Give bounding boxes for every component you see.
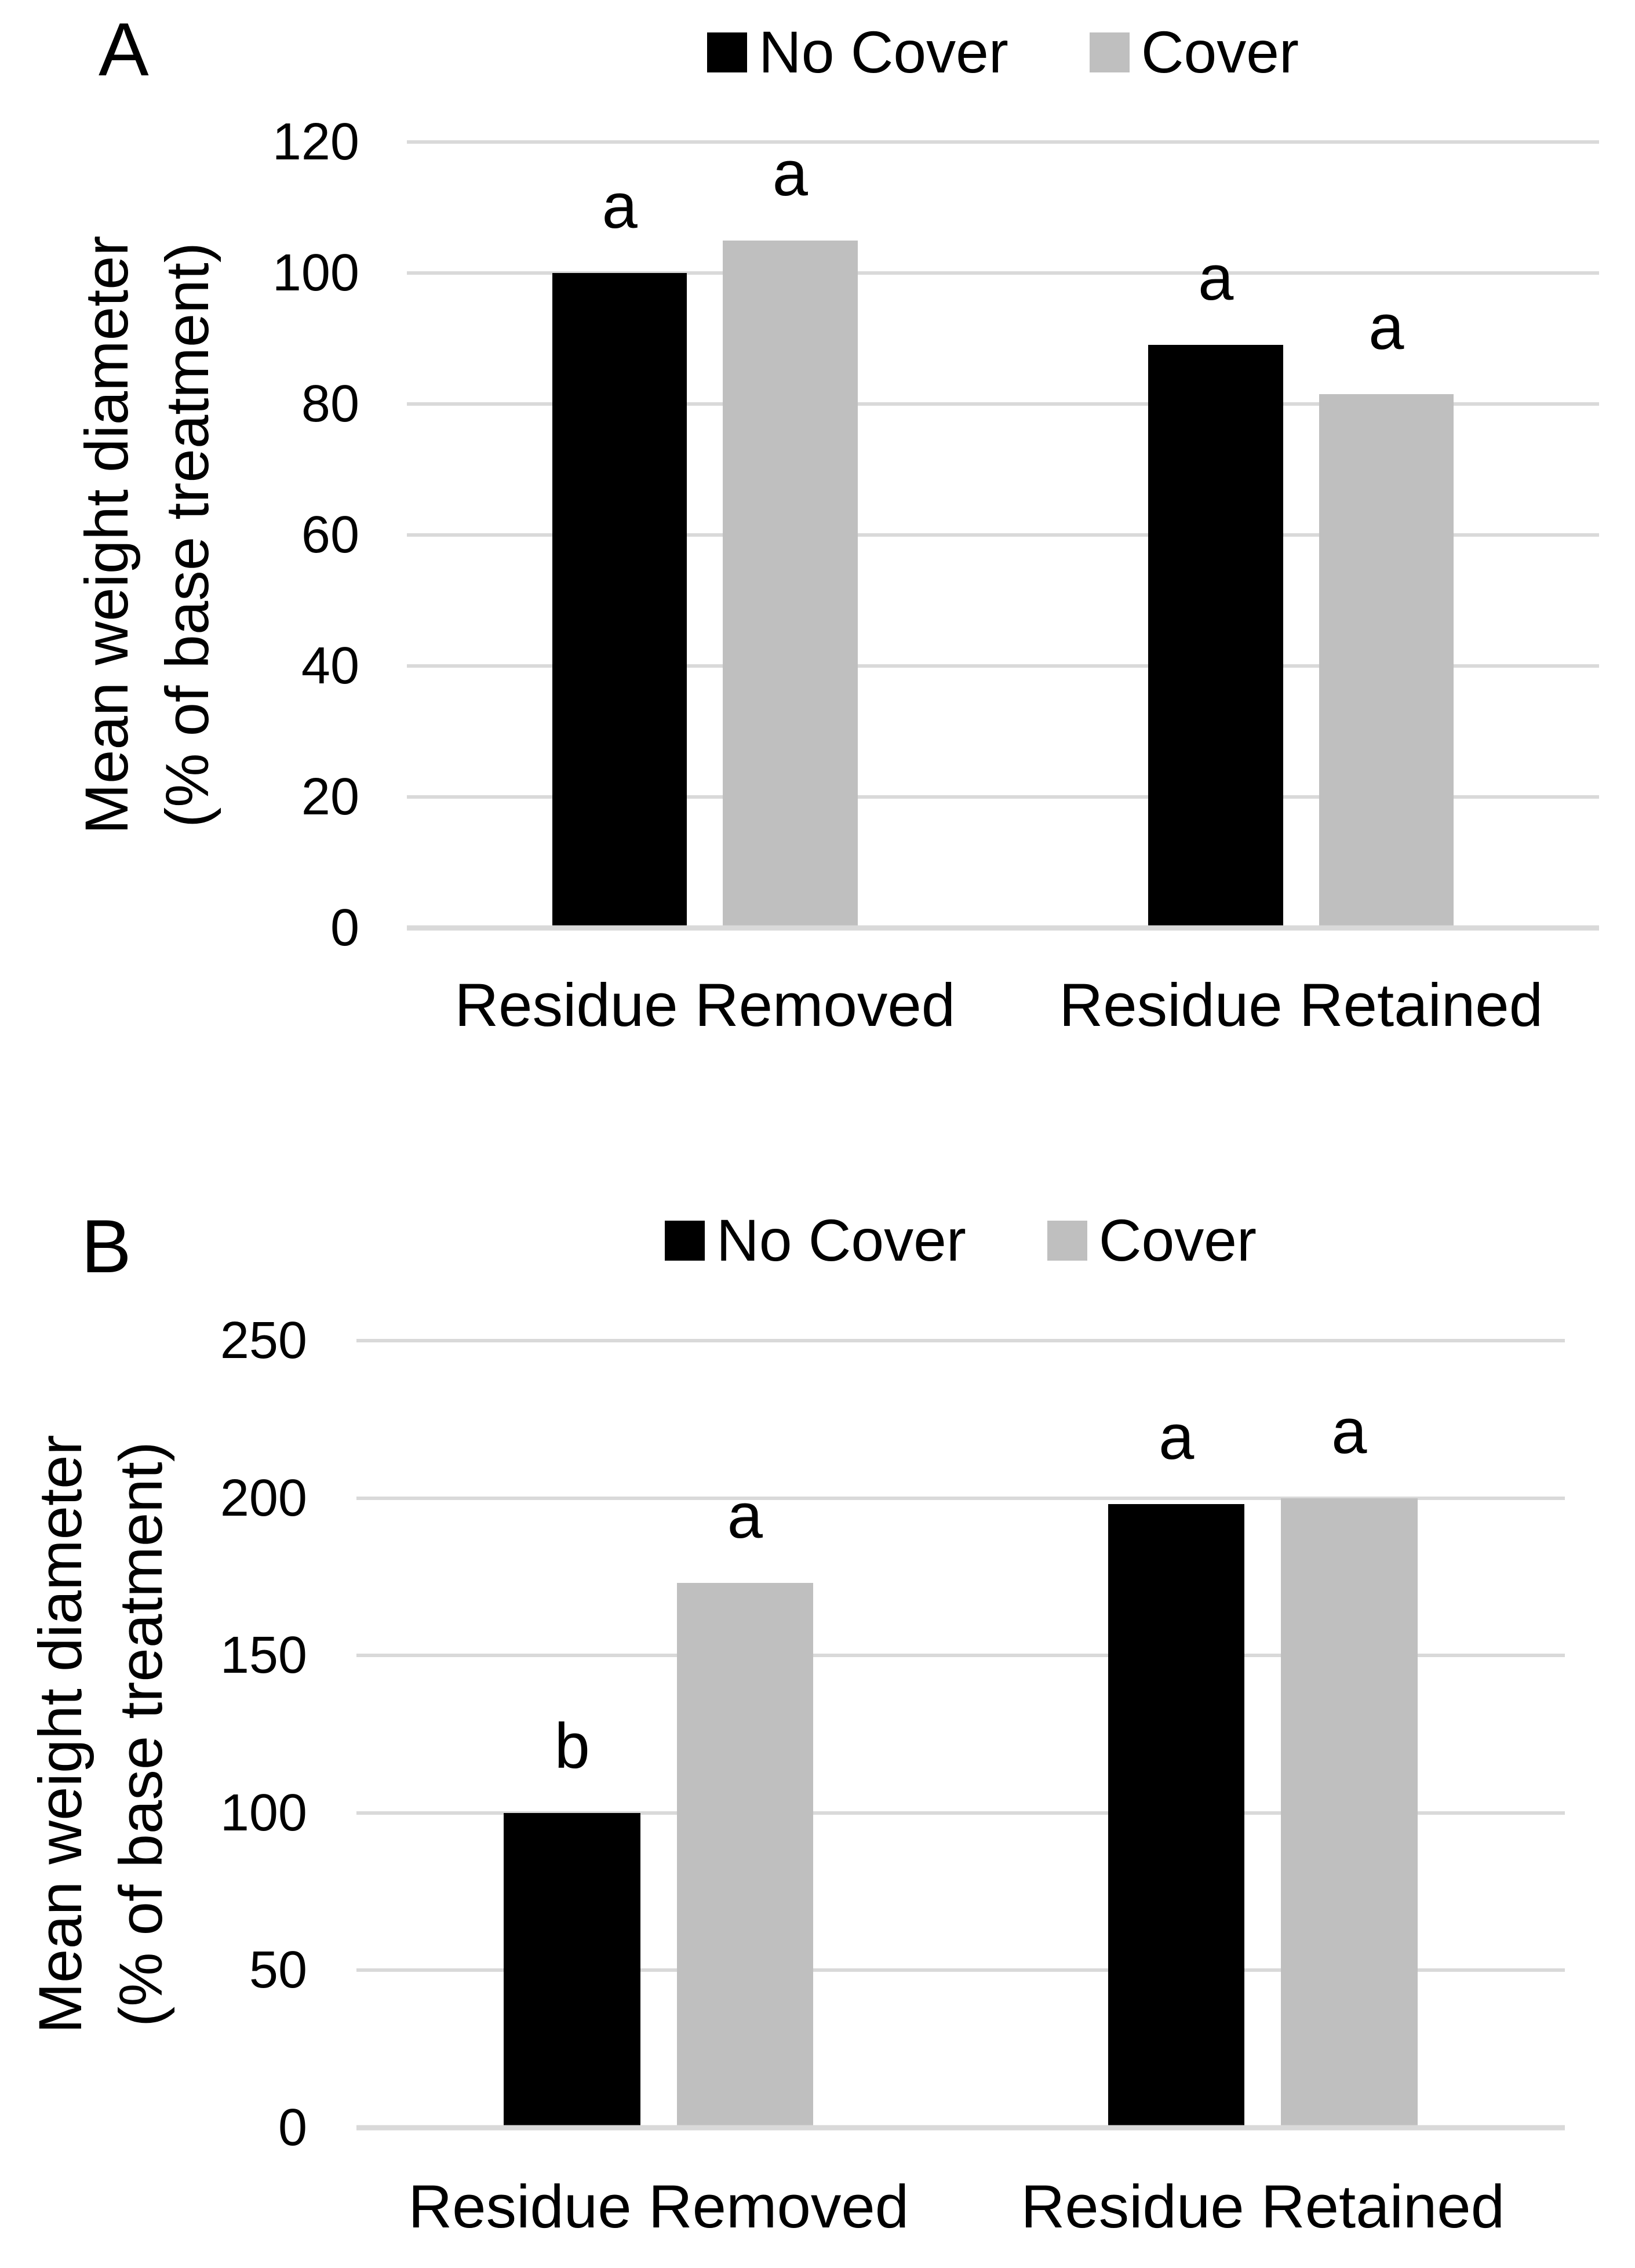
legend-label-no-cover: No Cover: [759, 19, 1008, 85]
sig-letter-no-cover-residue-retained: a: [1159, 1401, 1195, 1473]
gridline-100: [356, 1811, 1565, 1815]
gridline-80: [407, 402, 1599, 406]
y-axis-title-b-line2: (% of base treatment): [107, 1441, 175, 2027]
bar-no-cover-residue-retained: [1108, 1504, 1245, 2128]
legend-label-cover: Cover: [1141, 19, 1299, 85]
gridline-60: [407, 533, 1599, 537]
legend-label-cover: Cover: [1098, 1207, 1257, 1273]
bar-no-cover-residue-retained: [1148, 345, 1283, 928]
bar-no-cover-residue-removed: [504, 1812, 640, 2128]
sig-letter-no-cover-residue-retained: a: [1198, 242, 1234, 314]
sig-letter-cover-residue-retained: a: [1368, 292, 1404, 363]
gridline-150: [356, 1654, 1565, 1658]
y-axis-title-b: Mean weight diameter (% of base treatmen…: [23, 1341, 180, 2128]
bar-cover-residue-removed: [723, 240, 858, 928]
bar-cover-residue-removed: [676, 1583, 814, 2128]
x-axis-b: Residue Removed Residue Retained: [356, 2176, 1565, 2246]
legend-item-cover: Cover: [1047, 1211, 1257, 1270]
x-axis-a: Residue Removed Residue Retained: [407, 975, 1599, 1044]
gridline-120: [407, 140, 1599, 144]
plot-area-a: a a a a: [407, 137, 1599, 931]
sig-letter-no-cover-residue-removed: a: [602, 170, 638, 242]
sig-letter-cover-residue-removed: a: [727, 1480, 763, 1552]
cover-swatch-icon: [1047, 1220, 1087, 1261]
x-category-label-residue-removed: Residue Removed: [408, 2173, 909, 2241]
sig-letter-cover-residue-removed: a: [772, 137, 808, 209]
x-axis-line: [407, 925, 1599, 931]
gridline-20: [407, 795, 1599, 799]
gridline-100: [407, 271, 1599, 275]
plot-area-b: b a a a: [356, 1339, 1565, 2131]
x-category-label-residue-retained: Residue Retained: [1059, 971, 1543, 1039]
gridline-40: [407, 664, 1599, 668]
y-axis-title-a: Mean weight diameter (% of base treatmen…: [70, 142, 226, 928]
panel-b-label: B: [81, 1204, 132, 1288]
gridline-200: [356, 1496, 1565, 1500]
x-category-label-residue-removed: Residue Removed: [454, 971, 956, 1039]
x-axis-line: [356, 2125, 1565, 2131]
legend-item-cover: Cover: [1089, 19, 1299, 85]
no-cover-swatch-icon: [665, 1220, 705, 1261]
sig-letter-no-cover-residue-removed: b: [554, 1710, 590, 1782]
bar-cover-residue-retained: [1319, 394, 1454, 928]
panel-a-label: A: [99, 7, 149, 92]
bar-no-cover-residue-removed: [552, 273, 687, 928]
no-cover-swatch-icon: [707, 32, 748, 72]
legend-a: No Cover Cover: [407, 20, 1599, 84]
y-axis-title-a-line2: (% of base treatment): [154, 242, 221, 828]
y-axis-title-b-line1: Mean weight diameter: [27, 1435, 95, 2034]
legend-item-no-cover: No Cover: [707, 23, 1008, 82]
cover-swatch-icon: [1089, 32, 1130, 72]
gridline-250: [356, 1339, 1565, 1342]
y-axis-title-a-line1: Mean weight diameter: [73, 235, 141, 835]
legend-item-no-cover: No Cover: [665, 1211, 966, 1270]
legend-label-no-cover: No Cover: [716, 1207, 966, 1273]
bar-cover-residue-retained: [1281, 1498, 1418, 2128]
x-category-label-residue-retained: Residue Retained: [1021, 2173, 1505, 2241]
sig-letter-cover-residue-retained: a: [1331, 1395, 1367, 1467]
gridline-50: [356, 1968, 1565, 1972]
legend-b: No Cover Cover: [356, 1208, 1565, 1272]
